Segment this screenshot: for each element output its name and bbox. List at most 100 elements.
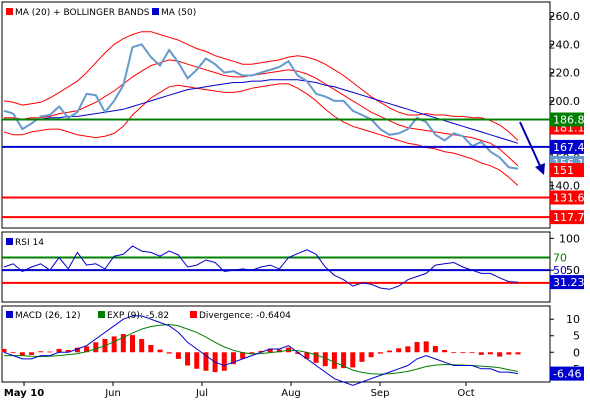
ma20-line (4, 59, 519, 167)
price-value-tag-2: 151 (553, 164, 574, 177)
divergence-bar (166, 352, 172, 354)
x-tick-label-4: Sep (371, 388, 390, 399)
price-y-tick-0: 140.0 (549, 180, 581, 193)
price-value-tag-2-bg (550, 163, 584, 178)
divergence-bar (38, 351, 44, 353)
macd-line (3, 315, 519, 386)
legend-ma20-bollinger-swatch (6, 8, 13, 15)
divergence-bar (258, 350, 264, 353)
macd-value-tag-bg (550, 366, 584, 381)
divergence-bar (120, 334, 126, 353)
divergence-bar (194, 352, 200, 369)
divergence-bar (148, 344, 154, 353)
rsi-y-tick-1: 100 (559, 232, 580, 245)
divergence-bar (93, 342, 99, 353)
macd-y-tick-1: 0 (573, 346, 580, 359)
divergence-bar (1, 348, 7, 353)
x-tick-label-1: Jun (104, 388, 121, 399)
divergence-bar (29, 352, 35, 355)
divergence-bar (313, 352, 319, 363)
divergence-bar (203, 352, 209, 371)
divergence-bar (19, 352, 25, 356)
divergence-bar (442, 349, 448, 353)
legend-divergence-swatch (190, 311, 197, 318)
price-line (3, 43, 519, 170)
divergence-bar (487, 352, 493, 355)
divergence-bar (65, 349, 71, 353)
level-tag-3-bg (550, 210, 584, 225)
projection-arrow-head (535, 163, 545, 175)
legend-macd-swatch (6, 311, 13, 318)
price-y-tick-4: 220.0 (549, 67, 581, 80)
divergence-bar (139, 339, 145, 353)
divergence-bar (276, 349, 282, 353)
divergence-bar (497, 352, 503, 357)
legend-divergence: Divergence: -0.6404 (199, 311, 291, 321)
divergence-bar (478, 352, 484, 355)
rsi-value-tag-bg (550, 275, 584, 290)
divergence-bar (368, 352, 374, 358)
divergence-bar (423, 341, 429, 353)
divergence-bar (175, 352, 181, 359)
rsi-level-label-1: 50 (553, 264, 567, 277)
legend-rsi: RSI 14 (15, 238, 44, 248)
legend-exp: EXP (9): -5.82 (107, 311, 169, 321)
divergence-bar (221, 352, 227, 371)
divergence-bar (359, 352, 365, 362)
projection-arrow (519, 121, 542, 169)
macd-y-tick-3: 10 (566, 313, 580, 326)
divergence-bar (56, 348, 62, 353)
price-y-tick-5: 240.0 (549, 38, 581, 51)
divergence-bar (249, 352, 255, 354)
divergence-bar (111, 336, 117, 353)
price-y-tick-6: 260.0 (549, 10, 581, 23)
rsi-panel-frame (1, 231, 551, 303)
divergence-bar (387, 350, 392, 353)
divergence-bar (350, 352, 356, 368)
divergence-bar (295, 352, 301, 354)
divergence-bar (432, 345, 438, 353)
divergence-bar (84, 346, 90, 353)
legend-ma50-swatch (152, 8, 159, 15)
level-tag-0-bg (550, 112, 584, 127)
legend-rsi-swatch (6, 238, 13, 245)
x-tick-label-5: Oct (457, 388, 474, 399)
x-tick-label-0: May 10 (4, 388, 44, 399)
rsi-level-label-0: 70 (553, 251, 567, 264)
divergence-bar (230, 352, 236, 365)
macd-y-tick-2: 5 (573, 330, 580, 343)
divergence-bar (304, 352, 310, 359)
divergence-bar (414, 342, 420, 353)
level-tag-2: 131.6 (553, 191, 585, 204)
legend-ma50: MA (50) (161, 8, 196, 18)
macd-signal-line (4, 323, 519, 375)
legend-macd: MACD (26, 12) (15, 311, 81, 321)
divergence-bar (451, 352, 457, 354)
divergence-bar (460, 352, 466, 354)
divergence-bar (185, 352, 191, 366)
divergence-bar (331, 352, 337, 369)
upper-band-line (3, 31, 519, 141)
x-tick-label-2: Jul (195, 388, 208, 399)
divergence-bar (47, 351, 53, 353)
divergence-bar (506, 352, 512, 355)
divergence-bar (469, 352, 475, 354)
x-tick-label-3: Aug (281, 388, 301, 399)
divergence-bar (405, 346, 411, 353)
level-tag-2-bg (550, 190, 584, 205)
level-tag-1: 167.4 (553, 141, 585, 154)
divergence-bar (341, 352, 347, 369)
divergence-bar (240, 352, 246, 359)
divergence-bar (267, 348, 273, 353)
legend-ma20-bollinger: MA (20) + BOLLINGER BANDS (15, 8, 150, 18)
level-tag-0: 186.8 (553, 114, 585, 127)
level-tag-3: 117.7 (553, 211, 585, 224)
macd-panel-frame (1, 305, 551, 383)
divergence-bar (10, 352, 16, 354)
rsi-line (3, 245, 519, 290)
lower-band-line (3, 83, 519, 186)
divergence-bar (322, 352, 328, 367)
rsi-value-tag: 31.23 (553, 276, 585, 289)
